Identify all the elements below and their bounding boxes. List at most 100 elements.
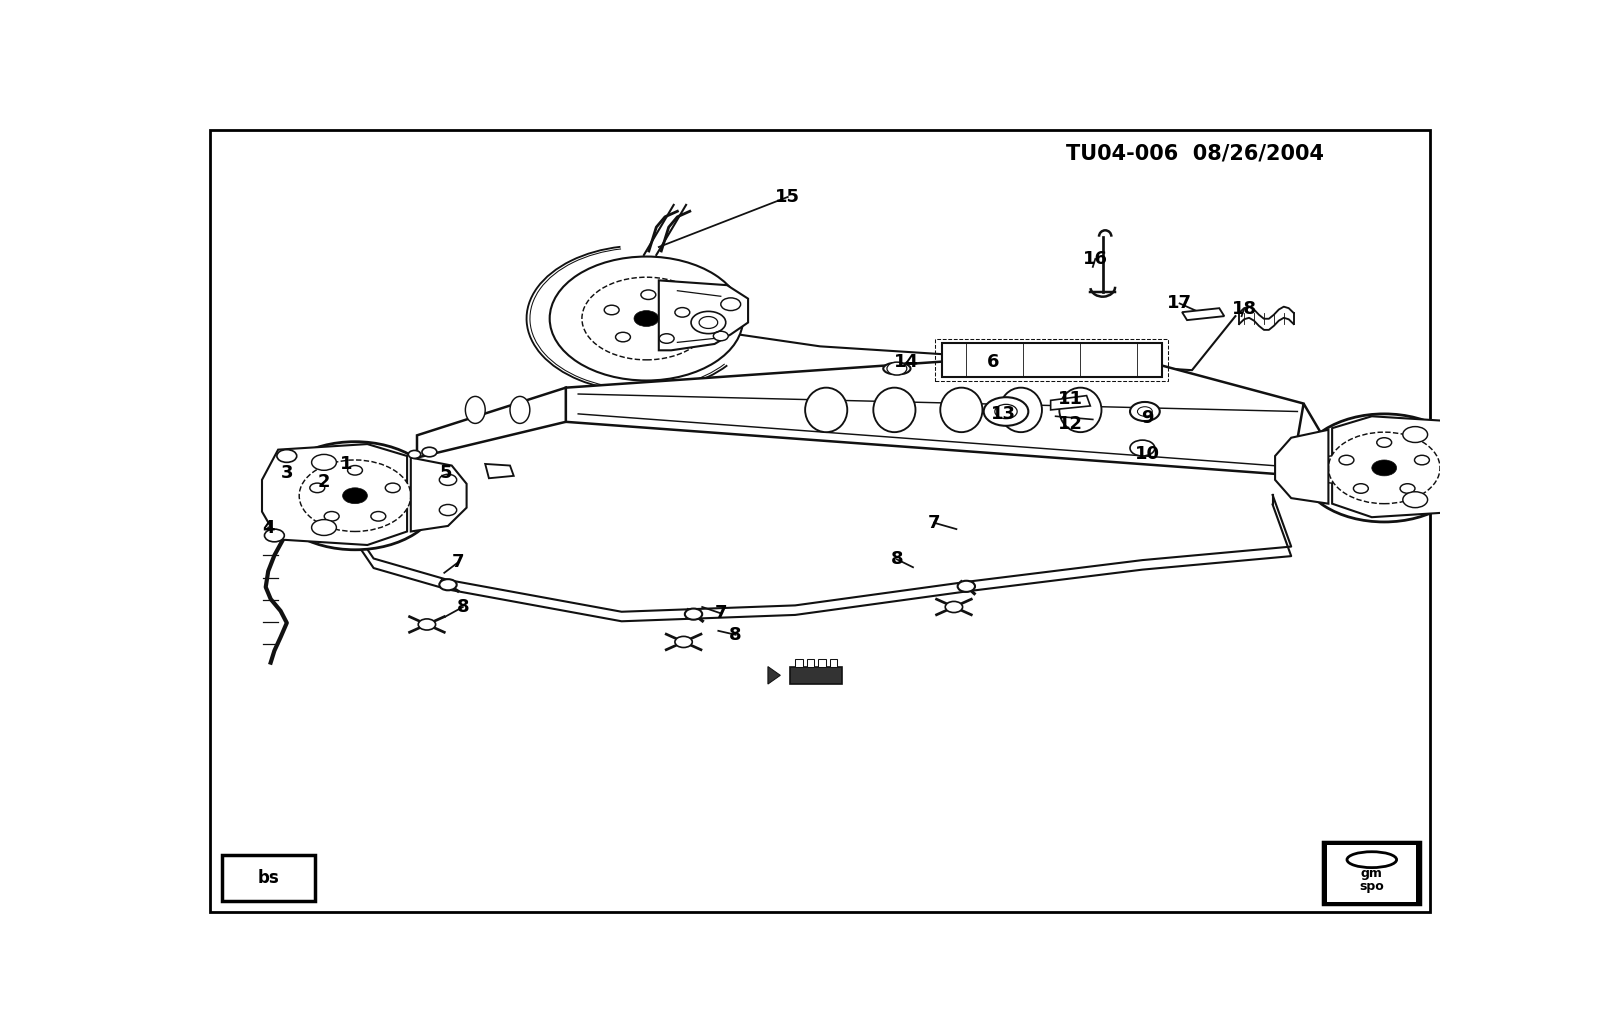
Text: 14: 14	[894, 353, 920, 372]
Text: 15: 15	[776, 188, 800, 206]
Text: 17: 17	[1166, 294, 1192, 313]
Ellipse shape	[466, 396, 485, 423]
FancyBboxPatch shape	[210, 130, 1430, 912]
Circle shape	[1299, 414, 1469, 522]
Circle shape	[342, 488, 368, 504]
Circle shape	[312, 454, 336, 471]
Circle shape	[312, 519, 336, 536]
Circle shape	[675, 637, 693, 647]
Circle shape	[1130, 440, 1155, 456]
Circle shape	[408, 450, 421, 458]
Polygon shape	[1291, 404, 1403, 497]
Circle shape	[1354, 484, 1368, 493]
Polygon shape	[1275, 429, 1328, 504]
Bar	[1323, 842, 1421, 904]
Circle shape	[685, 609, 702, 619]
Polygon shape	[411, 457, 467, 531]
Circle shape	[616, 332, 630, 342]
Text: bs: bs	[258, 869, 278, 886]
Circle shape	[1339, 455, 1354, 464]
Circle shape	[675, 308, 690, 317]
Circle shape	[1403, 426, 1427, 443]
Circle shape	[550, 257, 742, 381]
Text: TU04-006  08/26/2004: TU04-006 08/26/2004	[1066, 143, 1323, 164]
Circle shape	[995, 405, 1018, 419]
Text: 13: 13	[990, 405, 1016, 423]
Text: 3: 3	[280, 464, 293, 483]
Bar	[1323, 842, 1421, 904]
Text: 4: 4	[262, 518, 275, 537]
Text: 7: 7	[928, 514, 941, 531]
Circle shape	[440, 475, 456, 485]
Circle shape	[1400, 484, 1414, 493]
Ellipse shape	[941, 388, 982, 432]
Polygon shape	[659, 281, 749, 350]
Ellipse shape	[883, 362, 910, 375]
Circle shape	[1328, 432, 1440, 504]
Text: 8: 8	[730, 625, 742, 644]
Text: 6: 6	[987, 353, 1000, 372]
Bar	[941, 344, 1162, 377]
Polygon shape	[262, 444, 406, 545]
Circle shape	[1403, 492, 1427, 508]
Text: spo: spo	[1360, 880, 1384, 893]
Polygon shape	[418, 388, 566, 457]
Circle shape	[310, 483, 325, 492]
Text: 11: 11	[1058, 390, 1083, 408]
Polygon shape	[485, 464, 514, 478]
Circle shape	[634, 311, 659, 326]
Polygon shape	[1333, 416, 1477, 517]
Text: 16: 16	[1083, 250, 1107, 268]
Circle shape	[325, 512, 339, 521]
Text: 7: 7	[451, 553, 464, 572]
Circle shape	[1130, 402, 1160, 421]
Ellipse shape	[805, 388, 848, 432]
Text: 18: 18	[1232, 300, 1256, 318]
Circle shape	[642, 290, 656, 299]
Circle shape	[277, 450, 296, 462]
Circle shape	[714, 331, 728, 341]
Circle shape	[659, 333, 674, 344]
Ellipse shape	[874, 388, 915, 432]
Ellipse shape	[1059, 388, 1101, 432]
Text: 7: 7	[715, 605, 726, 622]
Text: 5: 5	[440, 464, 451, 483]
Text: 12: 12	[1058, 415, 1083, 433]
Bar	[222, 854, 315, 901]
Polygon shape	[1182, 309, 1224, 320]
Circle shape	[422, 447, 437, 457]
Text: 10: 10	[1134, 446, 1160, 463]
Text: 9: 9	[1141, 409, 1154, 427]
Circle shape	[1376, 438, 1392, 447]
Ellipse shape	[1347, 851, 1397, 868]
Text: 1: 1	[341, 455, 352, 473]
Circle shape	[347, 465, 363, 475]
Circle shape	[582, 278, 710, 360]
Text: 8: 8	[456, 598, 469, 616]
Circle shape	[946, 602, 963, 613]
Bar	[818, 658, 826, 667]
Bar	[795, 658, 803, 667]
Circle shape	[299, 460, 411, 531]
Polygon shape	[566, 350, 1310, 475]
Circle shape	[722, 298, 741, 311]
Circle shape	[371, 512, 386, 521]
Circle shape	[440, 579, 456, 590]
Polygon shape	[768, 667, 781, 684]
Ellipse shape	[1322, 456, 1341, 483]
Circle shape	[984, 397, 1029, 426]
Text: 8: 8	[891, 550, 902, 569]
Circle shape	[1371, 460, 1397, 476]
Text: 2: 2	[318, 474, 330, 491]
Bar	[936, 340, 1168, 381]
Ellipse shape	[1000, 388, 1042, 432]
Circle shape	[270, 442, 440, 550]
Circle shape	[1138, 407, 1152, 416]
Circle shape	[1414, 455, 1429, 464]
Circle shape	[264, 529, 285, 542]
Ellipse shape	[1358, 456, 1378, 483]
Ellipse shape	[510, 396, 530, 423]
Bar	[830, 658, 837, 667]
Polygon shape	[1051, 395, 1090, 410]
Circle shape	[440, 505, 456, 516]
